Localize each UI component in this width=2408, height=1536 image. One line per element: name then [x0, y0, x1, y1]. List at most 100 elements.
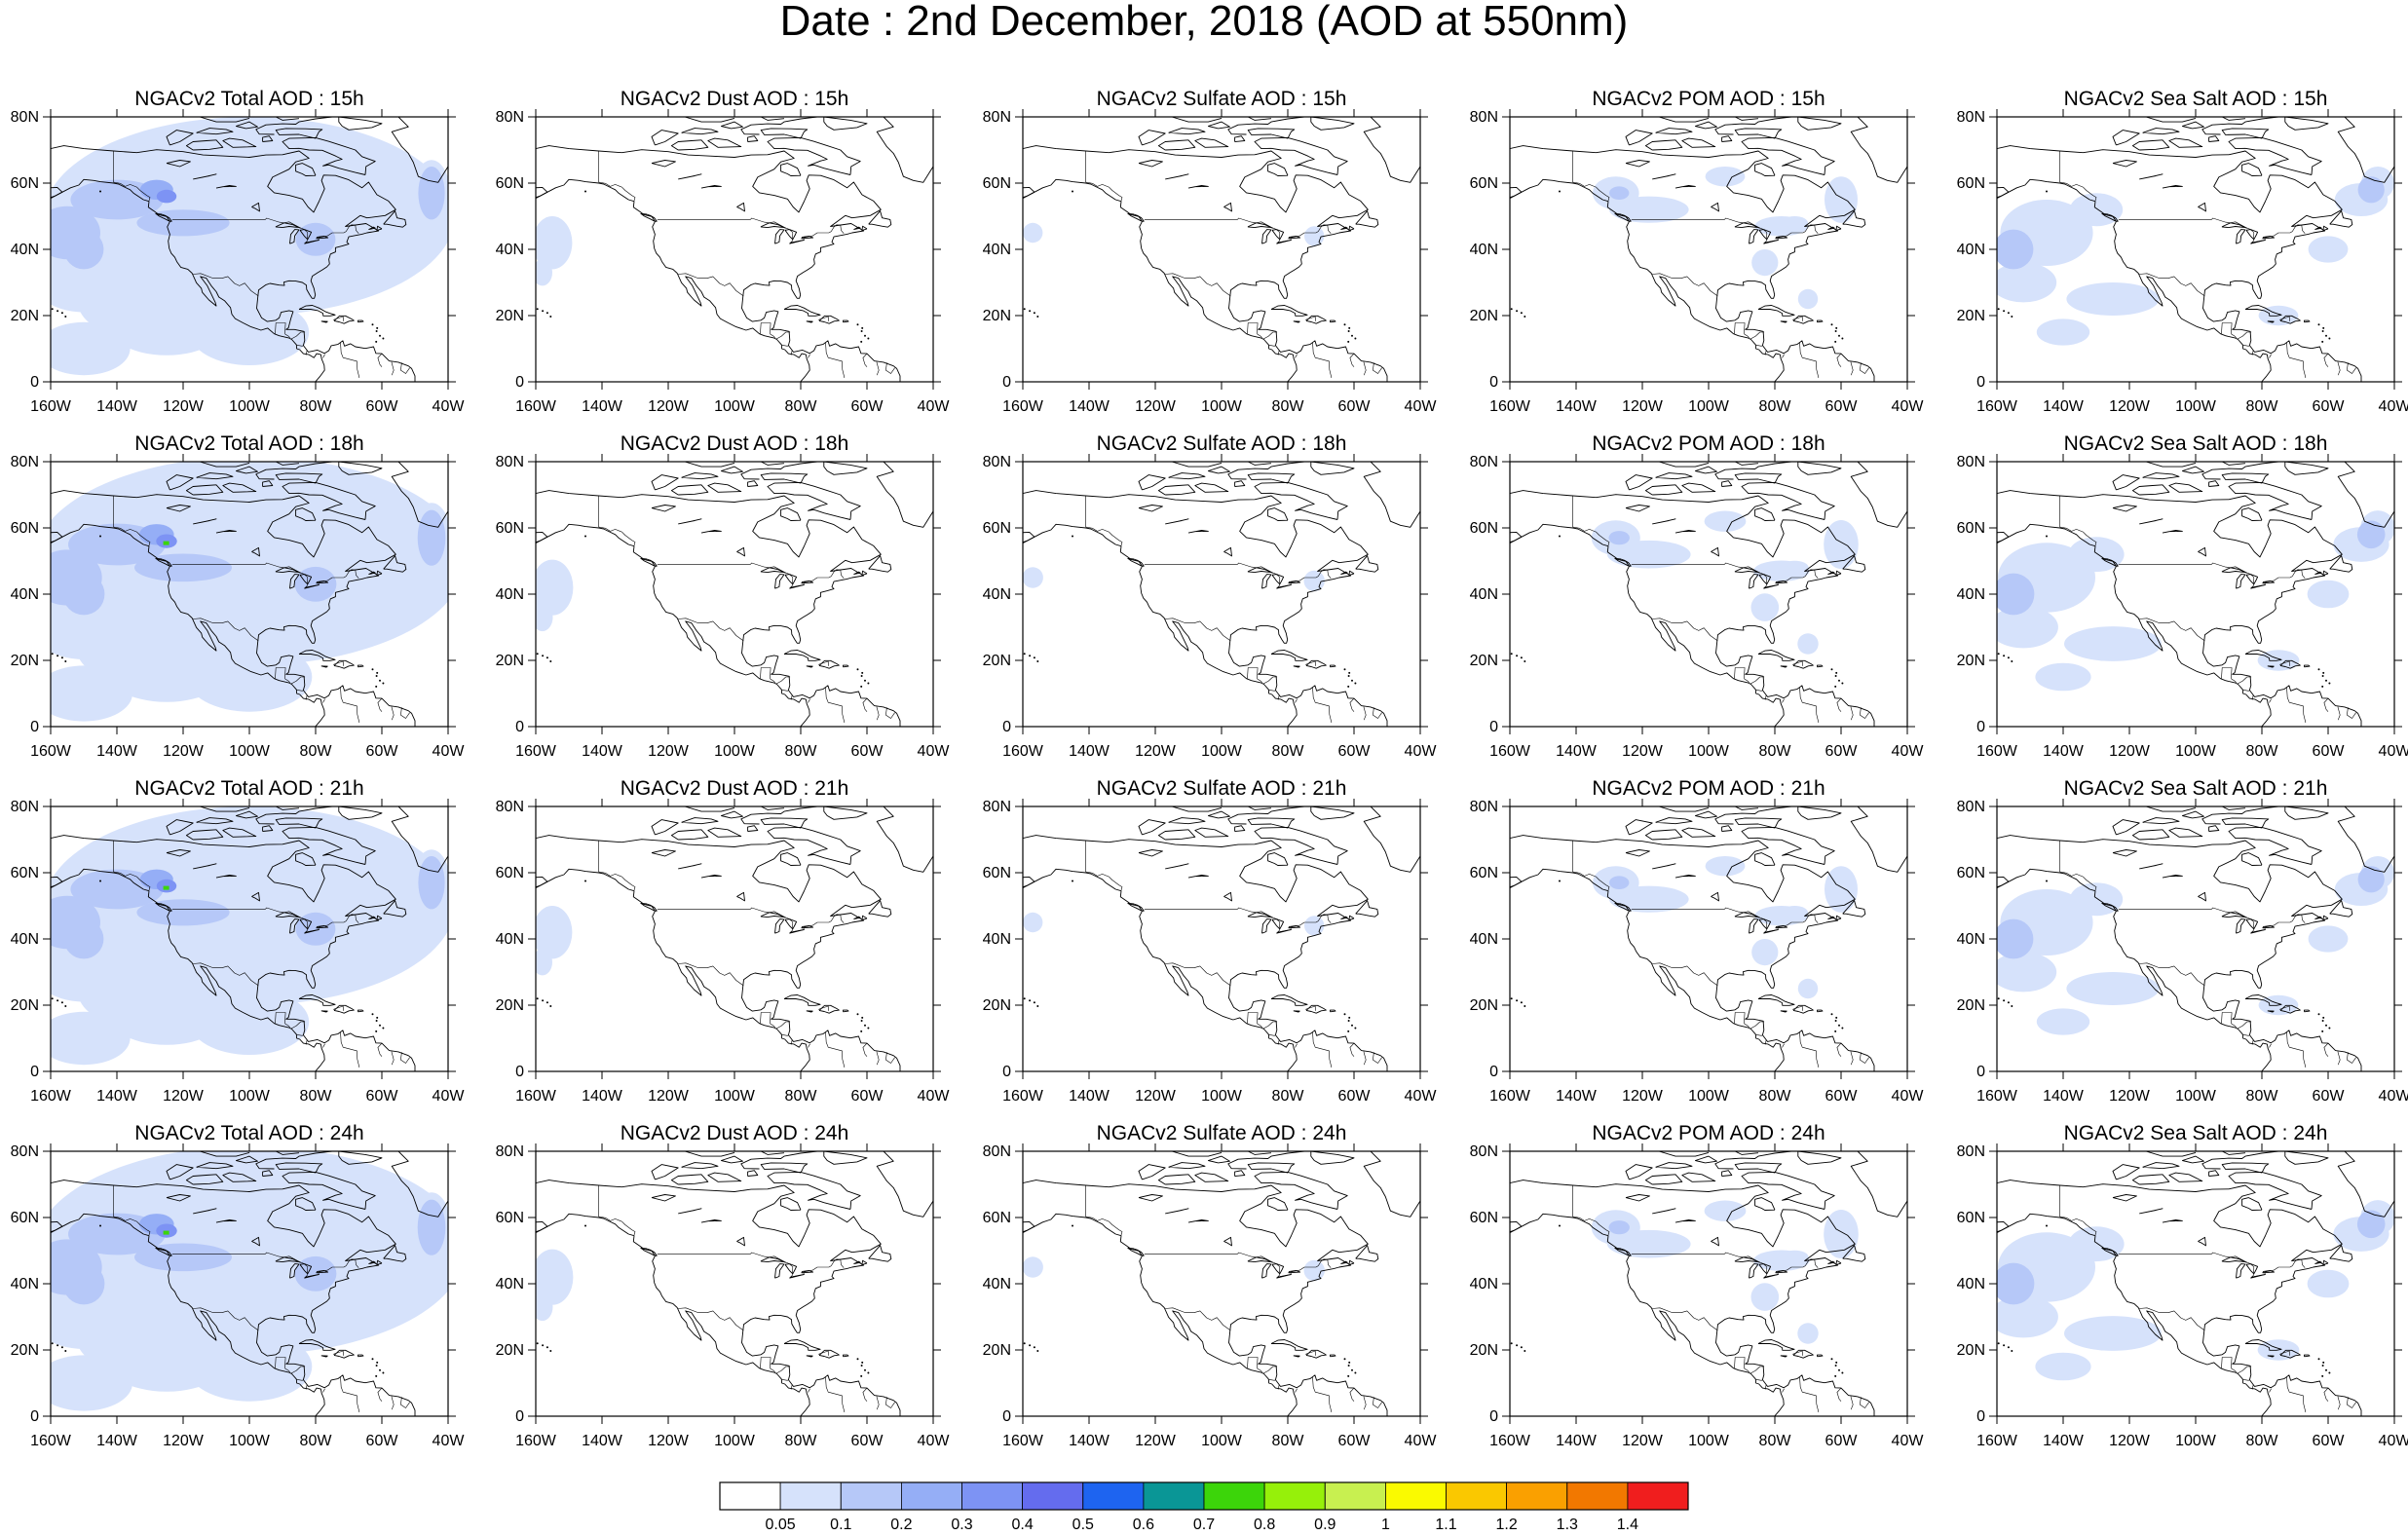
lon-tick-label: 60W — [2313, 1433, 2346, 1449]
lon-tick-label: 100W — [2175, 743, 2217, 760]
panel-title: NGACv2 Dust AOD : 24h — [620, 1122, 849, 1144]
colorbar-label: 0.4 — [1011, 1517, 1033, 1533]
lon-tick-label: 80W — [785, 1088, 818, 1105]
lon-tick-label: 100W — [2175, 1433, 2217, 1449]
lon-tick-label: 100W — [714, 398, 756, 415]
map-plot: 80N 60N 40N 20N 0 160W 140W 120W 100W 80W 60W 40W — [983, 454, 1437, 760]
lon-tick-label: 120W — [163, 398, 205, 415]
aod-contour — [1797, 288, 1819, 310]
lon-tick-label: 140W — [1556, 1433, 1598, 1449]
lat-tick-label: 40N — [496, 242, 524, 258]
colorbar-label: 0.9 — [1314, 1517, 1336, 1533]
aod-contour — [51, 1355, 132, 1411]
aod-field — [536, 906, 573, 976]
lat-tick-label: 60N — [496, 1210, 524, 1226]
lon-tick-label: 60W — [2313, 398, 2346, 415]
lat-tick-label: 40N — [11, 931, 39, 948]
colorbar-label: 1.1 — [1435, 1517, 1456, 1533]
aod-contour — [349, 856, 415, 922]
colorbar-label: 0.7 — [1193, 1517, 1215, 1533]
lat-tick-label: 20N — [11, 308, 39, 324]
lat-tick-label: 40N — [983, 586, 1011, 603]
aod-contour — [1750, 593, 1780, 621]
lat-tick-label: 20N — [983, 308, 1011, 324]
aod-contour — [1607, 1229, 1691, 1258]
map-frame — [1022, 1150, 1421, 1417]
lon-tick-label: 140W — [582, 398, 623, 415]
lon-tick-label: 140W — [1069, 1088, 1110, 1105]
coastline — [536, 462, 933, 727]
lon-tick-label: 160W — [515, 398, 557, 415]
lon-tick-label: 120W — [163, 1088, 205, 1105]
lat-tick-label: 20N — [496, 997, 524, 1014]
lat-tick-label: 80N — [1470, 109, 1498, 126]
aod-contour — [136, 209, 230, 237]
lon-tick-label: 120W — [1135, 398, 1177, 415]
panel-title: NGACv2 Sea Salt AOD : 18h — [2063, 432, 2328, 455]
aod-contour — [536, 1292, 553, 1322]
lat-tick-label: 20N — [1470, 1342, 1498, 1359]
aod-contour — [536, 216, 573, 270]
aod-contour — [134, 1243, 232, 1272]
lat-tick-label: 20N — [983, 997, 1011, 1014]
lat-tick-label: 20N — [496, 308, 524, 324]
lat-tick-label: 0 — [515, 374, 524, 391]
aod-contour — [1609, 196, 1689, 223]
aod-contour — [2307, 580, 2350, 609]
aod-contour — [1997, 262, 2057, 303]
colorbar-swatch — [1506, 1481, 1568, 1511]
lon-tick-label: 60W — [851, 1088, 884, 1105]
aod-contour — [2064, 626, 2162, 661]
lon-tick-label: 60W — [2313, 1088, 2346, 1105]
map-plot: 80N 60N 40N 20N 0 160W 140W 120W 100W 80W 60W 40W — [11, 799, 466, 1105]
lat-tick-label: 40N — [1957, 1276, 1985, 1292]
lat-tick-label: 60N — [1470, 175, 1498, 192]
lon-tick-label: 60W — [2313, 743, 2346, 760]
lon-tick-label: 120W — [648, 1433, 690, 1449]
panel-title: NGACv2 Total AOD : 18h — [134, 432, 364, 455]
aod-field — [51, 1151, 448, 1411]
map-frame — [535, 805, 934, 1072]
lon-tick-label: 120W — [648, 398, 690, 415]
lon-tick-label: 100W — [1688, 1088, 1730, 1105]
lat-tick-label: 80N — [11, 799, 39, 815]
lat-tick-label: 20N — [11, 997, 39, 1014]
lat-tick-label: 0 — [30, 719, 39, 735]
lat-tick-label: 0 — [515, 719, 524, 735]
map-plot: 80N 60N 40N 20N 0 160W 140W 120W 100W 80W 60W 40W — [1957, 454, 2408, 760]
aod-contour — [1997, 573, 2035, 616]
colorbar-label: 1.3 — [1557, 1517, 1578, 1533]
lon-tick-label: 160W — [1976, 743, 2018, 760]
aod-contour — [1997, 1295, 2058, 1338]
colorbar-label: 0.05 — [766, 1517, 796, 1533]
aod-contour — [2357, 176, 2385, 204]
lat-tick-label: 20N — [1470, 997, 1498, 1014]
lat-tick-label: 80N — [11, 109, 39, 126]
panel-title: NGACv2 Total AOD : 21h — [134, 777, 364, 800]
lat-tick-label: 40N — [983, 1276, 1011, 1292]
lat-tick-label: 40N — [496, 931, 524, 948]
lon-tick-label: 60W — [366, 743, 399, 760]
coastline — [1510, 1151, 1907, 1416]
aod-contour — [226, 945, 306, 999]
aod-contour — [156, 1223, 177, 1238]
map-frame — [1509, 461, 1908, 728]
lat-tick-label: 20N — [11, 653, 39, 669]
lon-tick-label: 100W — [1201, 1088, 1243, 1105]
lon-tick-label: 100W — [2175, 398, 2217, 415]
colorbar-label: 0.6 — [1133, 1517, 1154, 1533]
aod-contour — [2064, 1316, 2162, 1351]
lon-tick-label: 140W — [582, 743, 623, 760]
map-frame — [1022, 461, 1421, 728]
aod-contour — [1751, 249, 1779, 277]
aod-contour — [2036, 318, 2090, 346]
lat-tick-label: 0 — [1976, 719, 1985, 735]
colorbar-label: 0.2 — [890, 1517, 912, 1533]
coastline — [1510, 117, 1907, 382]
aod-contour — [63, 918, 104, 959]
aod-contour — [1609, 186, 1630, 200]
aod-contour — [1797, 633, 1819, 655]
lon-tick-label: 40W — [433, 1088, 466, 1105]
map-frame — [535, 1150, 934, 1417]
lat-tick-label: 0 — [1002, 374, 1011, 391]
